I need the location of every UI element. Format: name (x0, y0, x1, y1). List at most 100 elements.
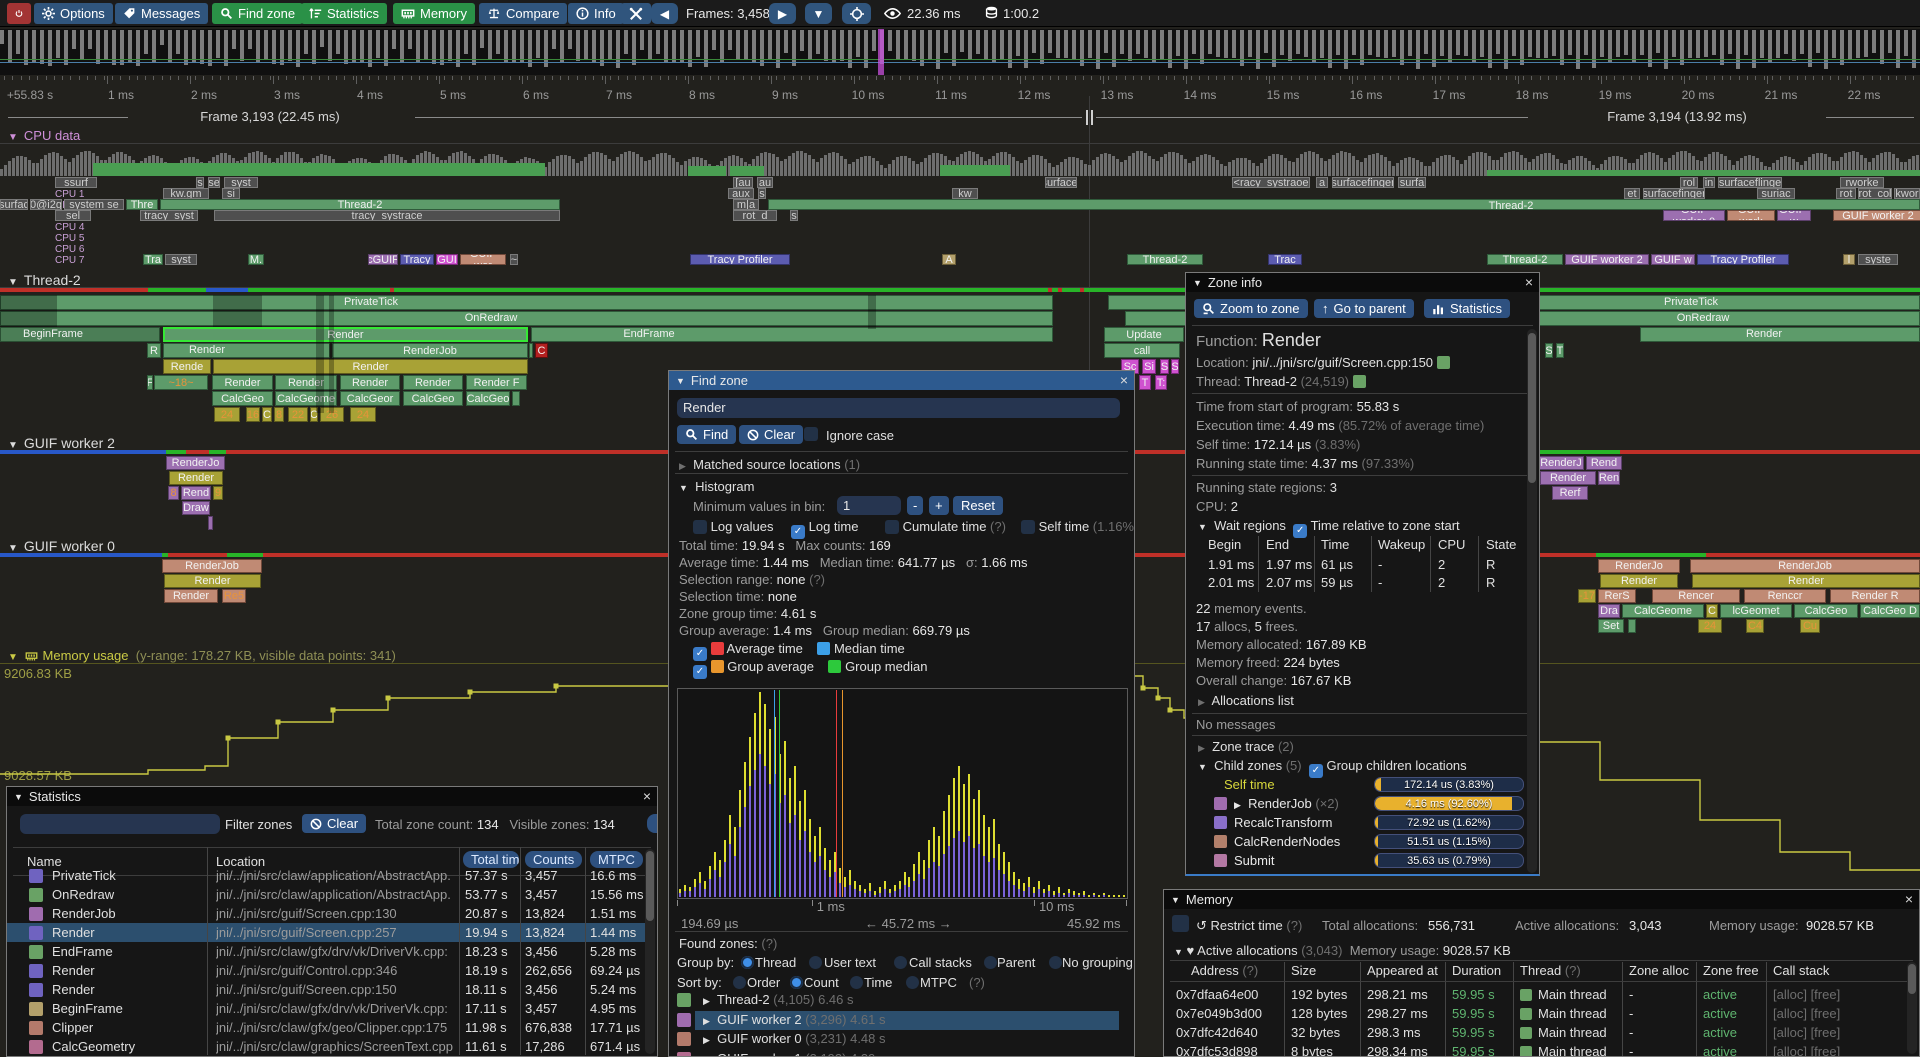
timeline-zone[interactable]: Render (1600, 574, 1678, 588)
timeline-zone[interactable]: C4 (1746, 619, 1764, 633)
timeline-zone[interactable]: Render (1640, 327, 1920, 342)
timeline-zone[interactable]: RerS (1598, 589, 1636, 603)
timeline-zone[interactable]: RenderJo (1598, 559, 1680, 573)
statistics-row[interactable]: Clipper jni/../jni/src/claw/gfx/geo/Clipp… (7, 1018, 645, 1037)
timeline-zone[interactable]: CalcGeo (466, 391, 510, 406)
column-total-time[interactable]: Total time (463, 851, 519, 868)
statistics-row[interactable]: BeginFrame jni/../jni/src/claw/gfx/drv/vk… (7, 999, 645, 1018)
timeline-zone[interactable]: 8 (274, 407, 284, 422)
timeline-zone[interactable]: GUIF wor (460, 254, 506, 265)
child-zone-label[interactable]: CalcRenderNodes (1234, 834, 1341, 849)
timeline-zone[interactable]: s (196, 177, 204, 188)
timeline-zone[interactable]: rot_d (733, 210, 777, 221)
time-radio[interactable] (850, 976, 863, 989)
column-location[interactable]: Location (216, 854, 266, 869)
timeline-zone[interactable]: PrivateTick (0, 295, 1053, 310)
group-children-checkbox[interactable]: ✓ (1308, 764, 1323, 778)
timeline-zone[interactable]: lcGeomet (1720, 604, 1792, 618)
timeline-zone[interactable]: rworke (1840, 177, 1884, 188)
statistics-row[interactable]: OnRedraw jni/../jni/src/claw/application/… (7, 885, 645, 904)
clear-button[interactable]: Clear (739, 425, 804, 444)
timeline-zone[interactable]: a (1316, 177, 1328, 188)
messages-button[interactable]: Messages (115, 3, 209, 24)
restrict-time-checkbox[interactable] (1172, 915, 1189, 932)
timeline-zone[interactable]: s (758, 188, 766, 199)
collapse-triangle-icon[interactable]: ▼ (1193, 277, 1202, 288)
timeline-zone[interactable]: CalcGeome (275, 391, 337, 406)
timeline-zone[interactable]: Render (275, 375, 337, 390)
timeline-zone[interactable]: C (262, 407, 272, 422)
find-zone-titlebar[interactable]: ▼ Find zone × (669, 371, 1134, 390)
timeline-zone[interactable]: surfa (1398, 177, 1426, 188)
statistics-button[interactable]: Statistics (301, 3, 388, 24)
timeline-zone[interactable]: BeginFrame (0, 327, 160, 342)
found-zone-group[interactable]: ▶ Thread-2 (4,105) 6.46 s (703, 992, 854, 1007)
allocation-row[interactable]: 0x7dfc53d898 8 bytes 298.34 ms 59.95 s Main … (1164, 1042, 1909, 1056)
timeline-zone[interactable]: CalcGeo (1794, 604, 1858, 618)
found-zone-group[interactable]: ▶ GUIF worker 1 (3,192) 4.39 s (703, 1051, 886, 1057)
timeline-zone[interactable]: Thread-2 (1127, 254, 1203, 265)
timeline-zone[interactable]: Dra (1598, 604, 1620, 618)
timeline-zone[interactable]: surfaceflinge (1718, 177, 1782, 188)
time-relative-checkbox[interactable]: ✓ (1293, 524, 1308, 538)
timeline-zone[interactable]: au (757, 177, 773, 188)
thread-header-thread-2[interactable]: ▼ Thread-2 (0, 272, 1920, 288)
ignore-case-checkbox[interactable] (804, 427, 818, 441)
statistics-button[interactable]: Statistics (1424, 299, 1511, 318)
count-radio[interactable] (790, 976, 803, 989)
statistics-row[interactable]: PrivateTick jni/../jni/src/claw/applicati… (7, 866, 645, 885)
call-stacks-radio[interactable] (894, 956, 907, 969)
find-zone-button[interactable]: Find zone (212, 3, 304, 24)
go-to-parent-button[interactable]: ↑ Go to parent (1314, 299, 1414, 318)
timeline-zone[interactable]: Thread-2 (1487, 254, 1563, 265)
order-radio[interactable] (733, 976, 746, 989)
memory-column-header[interactable]: Size (1291, 963, 1317, 978)
timeline-zone[interactable]: S (1171, 359, 1179, 374)
timeline-zone[interactable]: tracy_systrace (214, 210, 560, 221)
timeline-zone[interactable]: CalcGeo D (1860, 604, 1920, 618)
timeline-zone[interactable]: OnRedraw (0, 311, 1053, 326)
timeline-zone[interactable]: S (1160, 359, 1169, 374)
timeline-zone[interactable]: surfacefinger (1643, 188, 1705, 199)
timeline-zone[interactable]: Si (1142, 359, 1156, 374)
timeline-zone[interactable]: RenderJo (166, 456, 225, 470)
timeline-zone[interactable]: 26 (320, 407, 344, 422)
close-icon[interactable]: × (1119, 372, 1128, 388)
timeline-zone[interactable]: [au (733, 177, 753, 188)
timeline-zone[interactable]: F (147, 375, 153, 390)
timeline-zone[interactable]: Tracy (400, 254, 434, 265)
memory-scrollbar[interactable] (1907, 962, 1917, 1054)
timeline-zone[interactable]: 24 (214, 407, 240, 422)
timeline-zone[interactable]: suriac (1757, 188, 1795, 199)
timeline-zone[interactable]: Re5 (222, 589, 246, 603)
timeline-zone[interactable]: system se (64, 199, 124, 210)
timeline-zone[interactable]: Ren (1598, 471, 1620, 485)
timeline-zone[interactable] (529, 343, 533, 358)
timeline-zone[interactable]: Cu (1800, 619, 1820, 633)
timeline-zone[interactable]: in (1703, 177, 1715, 188)
timeline-zone[interactable]: T (1139, 375, 1151, 390)
allocation-row[interactable]: 0x7e049b3d00 128 bytes 298.27 ms 59.95 s Mai… (1164, 1004, 1909, 1023)
timeline-zone[interactable]: Set (1598, 619, 1624, 633)
filter-zones-input[interactable] (20, 814, 220, 834)
timeline-zone[interactable]: Rend (1586, 456, 1622, 470)
timeline-zone[interactable]: rol (1680, 177, 1698, 188)
timeline-zone[interactable]: Rende (163, 359, 211, 374)
child-zone-label[interactable]: Submit (1234, 853, 1275, 868)
allocation-row[interactable]: 0x7dfaa64e00 192 bytes 298.21 ms 59.95 s Mai… (1164, 985, 1909, 1004)
timeline-zone[interactable]: Render F (466, 375, 527, 390)
timeline-zone[interactable]: Render (1692, 574, 1920, 588)
memory-column-header[interactable]: Thread (?) (1520, 963, 1581, 978)
reset-button[interactable]: Reset (953, 496, 1003, 515)
crosshair-button[interactable] (842, 3, 871, 24)
timeline-zone[interactable]: CalcGeo (212, 391, 273, 406)
timeline-zone[interactable]: sel (55, 210, 91, 221)
memory-column-header[interactable]: Address (?) (1191, 963, 1259, 978)
parent-radio[interactable] (984, 956, 997, 969)
found-zone-group[interactable]: ▶ GUIF worker 0 (3,231) 4.48 s (703, 1031, 886, 1046)
timeline-zone[interactable]: 22 (288, 407, 308, 422)
timeline-zone[interactable]: Draw (182, 501, 210, 515)
timeline-zone[interactable]: Render (163, 343, 330, 358)
prev-frame-button[interactable]: ◀ (651, 3, 678, 24)
timeline-zone[interactable]: Render (163, 327, 528, 342)
